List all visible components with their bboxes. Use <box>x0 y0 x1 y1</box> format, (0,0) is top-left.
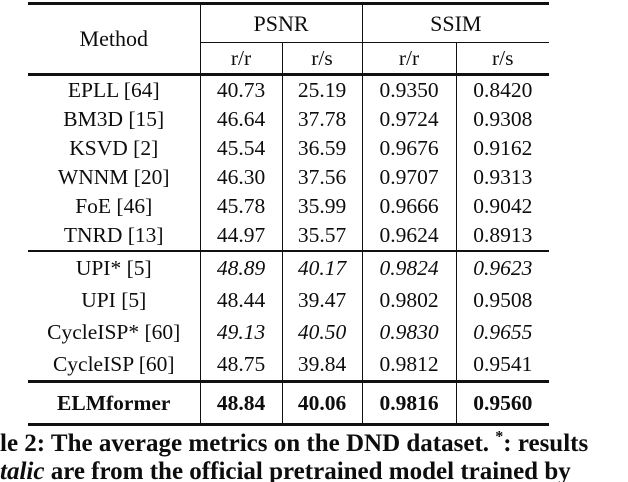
subcolumn-ssim-rs: r/s <box>455 42 550 76</box>
column-group-ssim: SSIM <box>361 3 550 43</box>
table-row: TNRD [13] 44.97 35.57 0.9624 0.8913 <box>28 221 550 251</box>
method-cell: UPI* [5] <box>28 250 200 284</box>
value-cell: 0.9830 <box>361 316 457 348</box>
value-cell: 0.9802 <box>361 284 457 316</box>
table-row: EPLL [64] 40.73 25.19 0.9350 0.8420 <box>28 74 550 105</box>
header-sub-row: r/r r/s r/r r/s <box>28 42 550 76</box>
caption-line1-text: le 2: The average metrics on the DND dat… <box>0 430 496 457</box>
method-cell: EPLL [64] <box>67 78 160 102</box>
method-cell: WNNM [20] <box>57 165 170 189</box>
value-cell: 40.50 <box>281 316 363 348</box>
method-cell: CycleISP [60] <box>52 351 175 376</box>
column-group-psnr: PSNR <box>199 3 363 43</box>
value-cell: 48.44 <box>199 284 282 316</box>
value-cell: 0.8913 <box>455 221 550 251</box>
method-cell: TNRD [13] <box>63 223 164 247</box>
table-row: KSVD [2] 45.54 36.59 0.9676 0.9162 <box>28 134 550 163</box>
value-cell: 0.9541 <box>455 348 550 382</box>
caption-asterisk: * <box>495 428 504 446</box>
value-cell: 44.97 <box>199 221 282 251</box>
method-cell: FoE [46] <box>75 194 153 218</box>
value-cell: 0.9816 <box>361 380 457 425</box>
value-cell: 0.9308 <box>455 105 550 134</box>
table-group-learned-methods: UPI* [5] 48.89 40.17 0.9824 0.9623 UPI [5] 48.… <box>28 250 550 382</box>
value-cell: 0.9655 <box>455 316 550 348</box>
method-cell: KSVD [2] <box>69 136 159 160</box>
value-cell: 46.64 <box>199 105 282 134</box>
value-cell: 39.84 <box>281 348 363 382</box>
subcolumn-psnr-rs: r/s <box>281 42 363 76</box>
value-cell: 46.30 <box>199 163 282 192</box>
value-cell: 0.9313 <box>455 163 550 192</box>
value-cell: 37.78 <box>281 105 363 134</box>
caption-line-1: le 2: The average metrics on the DND dat… <box>0 428 628 458</box>
table-row: CycleISP* [60] 49.13 40.50 0.9830 0.9655 <box>28 316 550 348</box>
value-cell: 0.9707 <box>361 163 457 192</box>
table-row: ELMformer 48.84 40.06 0.9816 0.9560 <box>28 380 550 425</box>
method-cell: ELMformer <box>28 380 200 425</box>
table-group-proposed-method: ELMformer 48.84 40.06 0.9816 0.9560 <box>28 380 550 425</box>
method-cell: BM3D [15] <box>63 107 165 131</box>
table-caption: le 2: The average metrics on the DND dat… <box>0 428 628 482</box>
value-cell: 0.9623 <box>455 250 550 284</box>
subcolumn-ssim-rr: r/r <box>361 42 457 76</box>
value-cell: 48.75 <box>199 348 282 382</box>
value-cell: 40.73 <box>199 74 282 105</box>
value-cell: 48.89 <box>199 250 282 284</box>
value-cell: 45.54 <box>199 134 282 163</box>
caption-line1-tail: : results <box>503 430 589 457</box>
header-group-row: Method PSNR SSIM <box>28 3 550 76</box>
value-cell: 0.9508 <box>455 284 550 316</box>
value-cell: 37.56 <box>281 163 363 192</box>
value-cell: 0.9624 <box>361 221 457 251</box>
caption-line-2: talic are from the official pretrained m… <box>0 458 628 482</box>
value-cell: 40.17 <box>281 250 363 284</box>
table-row: FoE [46] 45.78 35.99 0.9666 0.9042 <box>28 192 550 221</box>
caption-line2-text: are from the official pretrained model t… <box>44 458 571 482</box>
table-header: Method PSNR SSIM r/r r/s r/r r/s <box>28 3 550 76</box>
caption-italic-word: talic <box>0 458 45 482</box>
value-cell: 35.57 <box>281 221 363 251</box>
value-cell: 0.9724 <box>361 105 457 134</box>
table-row: WNNM [20] 46.30 37.56 0.9707 0.9313 <box>28 163 550 192</box>
method-cell: CycleISP* [60] <box>47 319 181 344</box>
value-cell: 0.9162 <box>455 134 550 163</box>
table-row: UPI* [5] 48.89 40.17 0.9824 0.9623 <box>28 250 550 284</box>
table-group-classic-methods: EPLL [64] 40.73 25.19 0.9350 0.8420 BM3D [15]… <box>28 74 550 251</box>
value-cell: 0.9824 <box>361 250 457 284</box>
value-cell: 35.99 <box>281 192 363 221</box>
table-row: BM3D [15] 46.64 37.78 0.9724 0.9308 <box>28 105 550 134</box>
value-cell: 45.78 <box>199 192 282 221</box>
value-cell: 39.47 <box>281 284 363 316</box>
value-cell: 40.06 <box>281 380 363 425</box>
value-cell: 49.13 <box>199 316 282 348</box>
table-row: CycleISP [60] 48.75 39.84 0.9812 0.9541 <box>28 348 550 382</box>
table-row: UPI [5] 48.44 39.47 0.9802 0.9508 <box>28 284 550 316</box>
value-cell: 0.9812 <box>361 348 457 382</box>
method-cell: UPI [5] <box>81 287 147 312</box>
value-cell: 36.59 <box>281 134 363 163</box>
column-header-method: Method <box>28 3 200 76</box>
metrics-table: Method PSNR SSIM r/r r/s r/r r/s EPLL [6… <box>28 2 550 426</box>
value-cell: 48.84 <box>199 380 282 425</box>
value-cell: 0.9042 <box>455 192 550 221</box>
value-cell: 0.9350 <box>361 74 457 105</box>
value-cell: 25.19 <box>281 74 363 105</box>
value-cell: 0.9666 <box>361 192 457 221</box>
value-cell: 0.9676 <box>361 134 457 163</box>
value-cell: 0.8420 <box>455 74 550 105</box>
value-cell: 0.9560 <box>455 380 550 425</box>
subcolumn-psnr-rr: r/r <box>199 42 282 76</box>
